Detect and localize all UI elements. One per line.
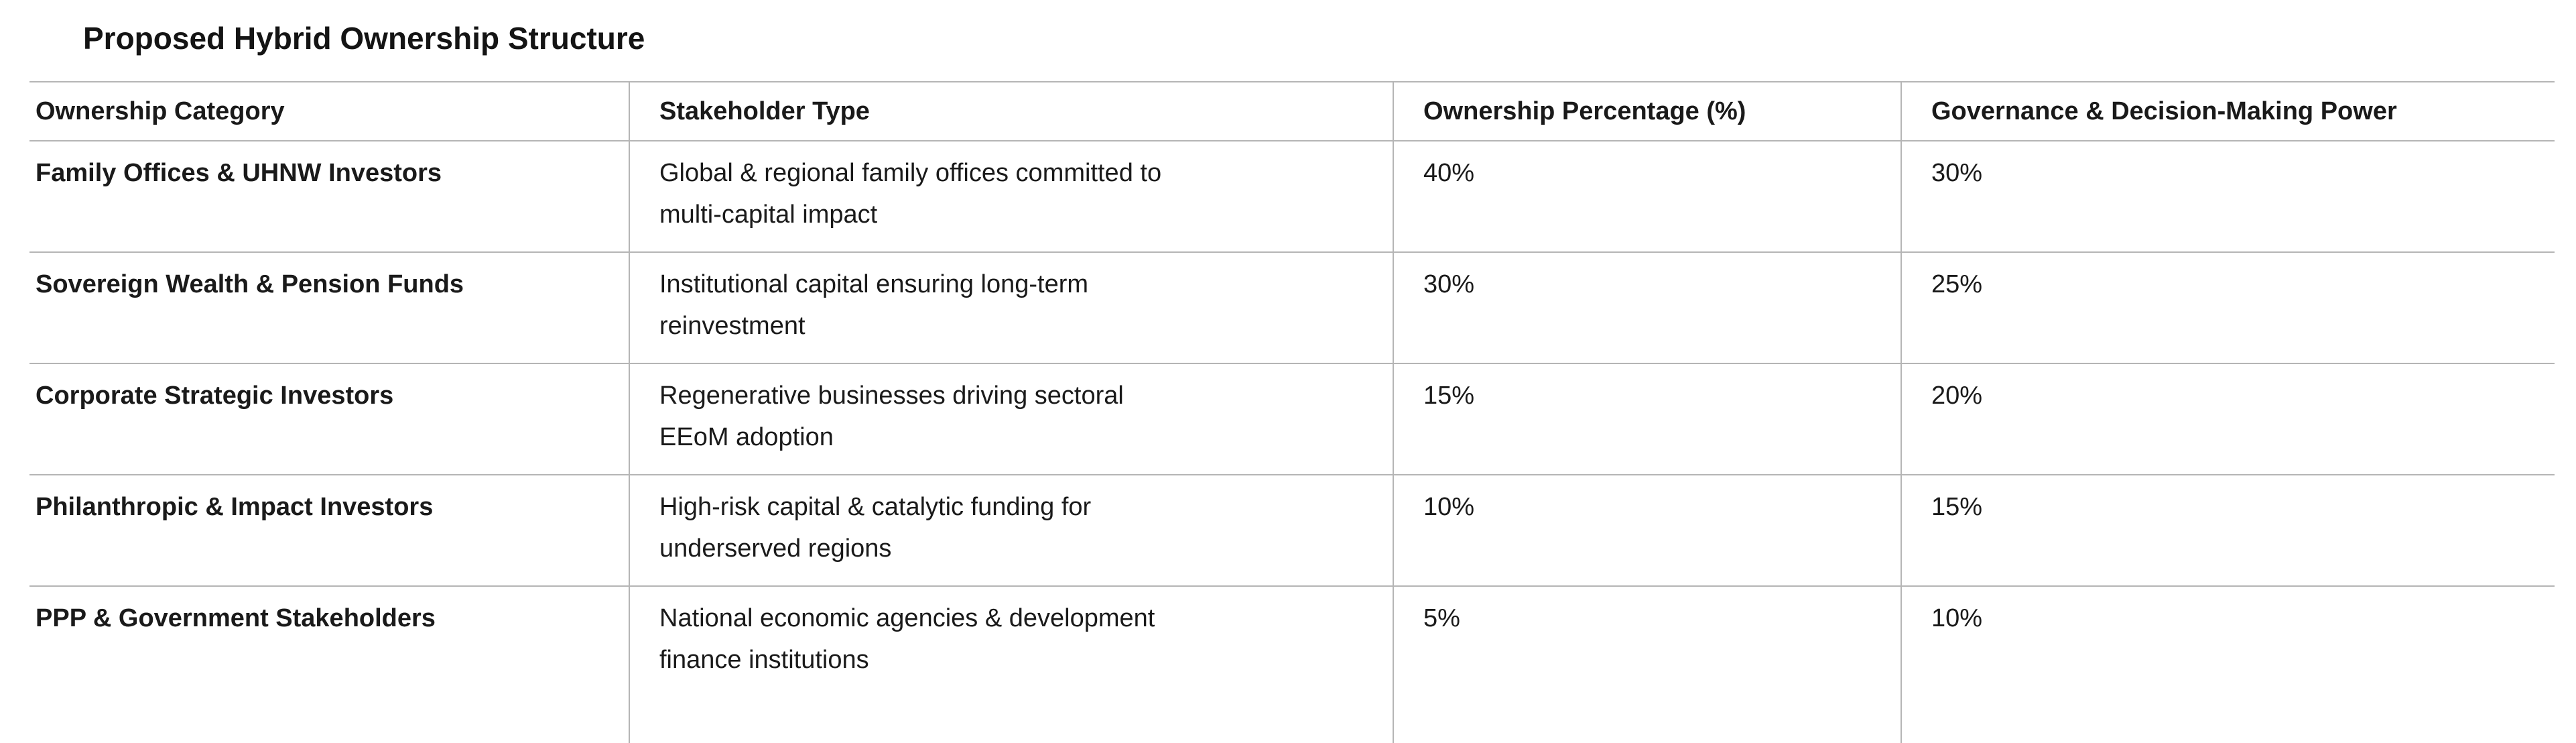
stakeholder-type-line: finance institutions (659, 646, 869, 674)
cell-governance-power: 30% (1901, 141, 2555, 253)
table-row: Corporate Strategic Investors Regenerati… (29, 363, 2555, 475)
cell-ownership-percentage: 30% (1393, 252, 1901, 364)
cell-stakeholder-type: Institutional capital ensuring long-term… (629, 252, 1393, 364)
cell-category: Family Offices & UHNW Investors (29, 141, 629, 253)
ownership-structure-table: Ownership Category Stakeholder Type Owne… (29, 81, 2555, 743)
cell-stakeholder-type: National economic agencies & development… (629, 586, 1393, 743)
cell-stakeholder-type: Regenerative businesses driving sectoral… (629, 363, 1393, 475)
table-row: Philanthropic & Impact Investors High-ri… (29, 475, 2555, 587)
stakeholder-type-line: Regenerative businesses driving sectoral (659, 382, 1124, 410)
table-row: Sovereign Wealth & Pension Funds Institu… (29, 252, 2555, 364)
cell-stakeholder-type: Global & regional family offices committ… (629, 141, 1393, 253)
cell-category: PPP & Government Stakeholders (36, 604, 436, 632)
stakeholder-type-line: EEoM adoption (659, 423, 834, 451)
table-row: PPP & Government Stakeholders National e… (29, 586, 2555, 743)
cell-governance-power: 10% (1901, 586, 2555, 743)
col-header-ownership-category: Ownership Category (29, 81, 629, 141)
cell-category: Philanthropic & Impact Investors (29, 475, 629, 587)
cell-category: Corporate Strategic Investors (29, 363, 629, 475)
stakeholder-type-line: Global & regional family offices committ… (659, 159, 1162, 187)
cell-ownership-percentage: 10% (1393, 475, 1901, 587)
stakeholder-type-line: multi-capital impact (659, 201, 878, 229)
cell-ownership-percentage: 40% (1393, 141, 1901, 253)
cell-category: Sovereign Wealth & Pension Funds (29, 252, 629, 364)
stakeholder-type-line: Institutional capital ensuring long-term (659, 270, 1089, 298)
cell-governance-power: 20% (1901, 363, 2555, 475)
stakeholder-type-line: National economic agencies & development (659, 604, 1155, 632)
col-header-governance-power: Governance & Decision-Making Power (1901, 81, 2555, 141)
stakeholder-type-line: reinvestment (659, 312, 806, 340)
table-row: Family Offices & UHNW Investors Global &… (29, 141, 2555, 253)
header-row: Ownership Category Stakeholder Type Owne… (29, 81, 2555, 141)
cell-governance-power: 25% (1901, 252, 2555, 364)
stakeholder-type-line: High-risk capital & catalytic funding fo… (659, 493, 1092, 521)
cell-ownership-percentage: 15% (1393, 363, 1901, 475)
cell-governance-power: 15% (1901, 475, 2555, 587)
page-title: Proposed Hybrid Ownership Structure (83, 21, 645, 56)
col-header-stakeholder-type: Stakeholder Type (629, 81, 1393, 141)
cell-stakeholder-type: High-risk capital & catalytic funding fo… (629, 475, 1393, 587)
col-header-ownership-percentage: Ownership Percentage (%) (1393, 81, 1901, 141)
cell-ownership-percentage: 5% (1393, 586, 1901, 743)
stakeholder-type-line: underserved regions (659, 534, 892, 563)
